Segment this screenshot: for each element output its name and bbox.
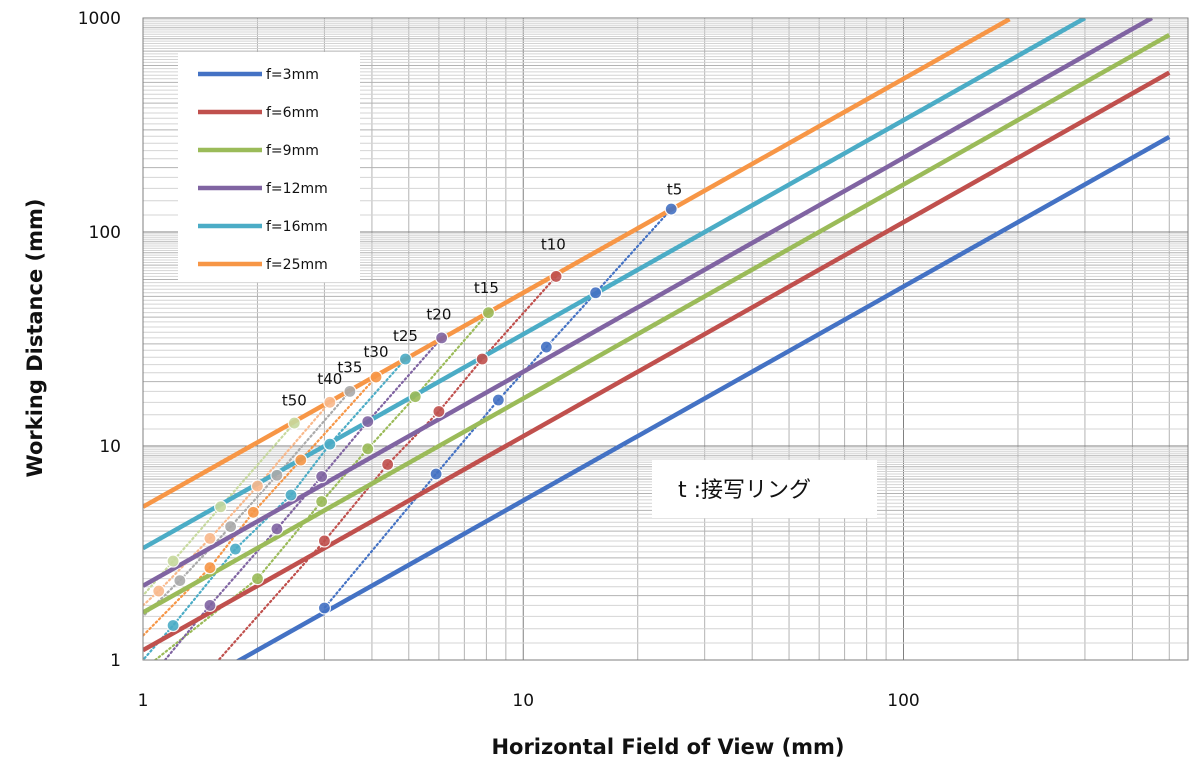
legend-label: f=25mm: [266, 257, 328, 273]
series-line-f=25mm: [143, 18, 1011, 509]
ring-marker-t15: [408, 390, 422, 404]
ring-label-t30: t30: [364, 343, 389, 361]
x-axis-title: Horizontal Field of View (mm): [491, 735, 844, 759]
y-axis-title: Working Distance (mm): [23, 199, 47, 478]
series-line-f=9mm: [143, 32, 1171, 615]
ring-label-t25: t25: [393, 327, 418, 345]
x-tick-label: 1: [138, 691, 149, 711]
ring-marker-t35: [224, 520, 238, 534]
ring-line-t30: [143, 375, 378, 637]
ring-marker-t40: [152, 584, 166, 598]
ring-marker-t50: [287, 416, 301, 430]
ring-line-t25: [143, 357, 407, 660]
series-line-f=12mm: [143, 18, 1153, 588]
legend-label: f=9mm: [266, 143, 319, 159]
legend-label: f=12mm: [266, 181, 328, 197]
series-line-f=6mm: [143, 70, 1171, 653]
ring-marker-t50: [214, 500, 228, 514]
y-tick-label: 1000: [78, 9, 121, 29]
ring-marker-t5: [491, 393, 505, 407]
ring-marker-t15: [315, 494, 329, 509]
ring-marker-t30: [246, 505, 260, 519]
ring-marker-t5: [317, 601, 332, 615]
ring-marker-t10: [549, 269, 563, 284]
y-tick-label: 1: [110, 651, 121, 671]
annotation-text: t :接写リング: [678, 478, 811, 503]
ring-marker-t35: [343, 384, 357, 398]
ring-line-t10: [217, 275, 558, 660]
ring-label-t20: t20: [426, 306, 451, 324]
ring-marker-t30: [203, 561, 217, 575]
ring-label-t15: t15: [474, 279, 499, 297]
ring-marker-t5: [664, 202, 678, 216]
x-tick-label: 100: [887, 691, 919, 711]
ring-marker-t20: [435, 331, 449, 345]
ring-marker-t5: [539, 340, 553, 354]
ring-marker-t30: [294, 453, 308, 467]
ring-marker-t35: [173, 573, 187, 588]
ring-marker-t40: [250, 479, 265, 493]
ring-marker-t25: [166, 618, 180, 633]
ring-marker-t25: [228, 542, 243, 556]
ring-label-t40: t40: [317, 370, 342, 388]
ring-marker-t15: [481, 306, 496, 320]
ring-line-t5: [323, 207, 673, 610]
ring-marker-t20: [270, 522, 284, 536]
ring-marker-t25: [323, 437, 337, 451]
legend-label: f=6mm: [266, 105, 319, 121]
legend-label: f=16mm: [266, 219, 328, 235]
plot-area-frame: [142, 17, 1189, 661]
ring-marker-t10: [475, 352, 489, 366]
ring-marker-t10: [317, 534, 332, 548]
focal-length-lines: [143, 18, 1171, 660]
ring-marker-t20: [315, 469, 329, 484]
y-tick-label: 10: [99, 437, 121, 457]
ring-marker-t20: [361, 415, 375, 429]
ring-marker-t5: [429, 467, 443, 481]
ring-marker-t25: [284, 488, 298, 502]
annotation-box: t :接写リング: [652, 460, 877, 518]
ring-marker-t40: [323, 395, 337, 409]
ring-marker-t15: [250, 572, 265, 586]
ring-marker-t20: [203, 598, 217, 612]
ring-label-t10: t10: [541, 235, 566, 253]
ring-line-t40: [143, 401, 331, 607]
ring-label-t35: t35: [337, 359, 362, 377]
ring-marker-t5: [589, 286, 603, 300]
ring-label-t5: t5: [667, 180, 682, 198]
axis-tick-labels: 1 10 100 1 10 100 1000: [78, 9, 920, 711]
series-line-f=3mm: [235, 135, 1171, 660]
legend: f=3mm f=6mm f=9mm f=12mm f=16mm f=25mm: [178, 52, 360, 282]
ring-marker-t10: [432, 404, 446, 419]
ring-marker-t10: [381, 457, 395, 472]
ring-marker-t50: [166, 554, 180, 568]
ring-marker-t35: [270, 468, 284, 482]
ring-marker-t25: [398, 352, 413, 366]
x-tick-label: 10: [512, 691, 534, 711]
y-tick-label: 100: [89, 223, 121, 243]
ring-marker-t40: [203, 531, 217, 546]
ring-markers: [152, 202, 678, 633]
ring-marker-t15: [361, 442, 375, 456]
legend-box: [178, 52, 360, 282]
ring-label-t50: t50: [282, 391, 307, 409]
ring-line-t15: [153, 311, 490, 660]
legend-label: f=3mm: [266, 67, 319, 83]
ring-marker-t30: [369, 370, 383, 384]
